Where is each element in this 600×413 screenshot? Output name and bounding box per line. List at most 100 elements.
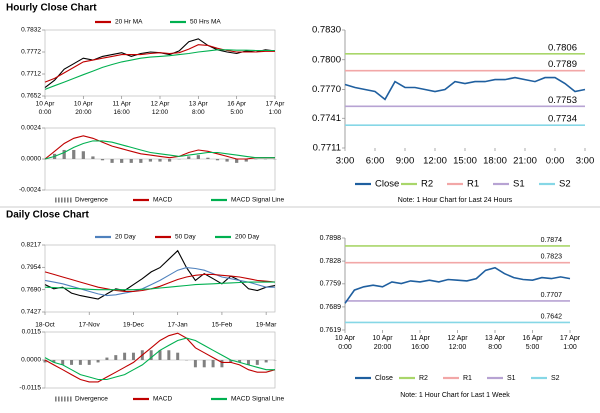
divergence-bar [87, 360, 91, 365]
divergence-bar [114, 355, 118, 360]
level-label: 0.7823 [541, 254, 563, 261]
x-tick-label: 20:00 [75, 109, 92, 116]
x-tick-label: 21:00 [513, 156, 537, 167]
legend-swatch [64, 396, 66, 402]
legend-label: 50 Day [175, 234, 196, 241]
divergence-bar [176, 352, 180, 360]
x-tick-label: 17-Nov [79, 322, 101, 329]
level-label: 0.7753 [548, 95, 577, 106]
divergence-bar [123, 352, 127, 360]
divergence-bar [78, 360, 82, 365]
x-tick-label: 8:00 [488, 344, 502, 351]
divergence-bar [229, 360, 233, 363]
legend-swatch [61, 396, 63, 402]
series-line [44, 49, 275, 90]
legend-swatch [64, 197, 66, 203]
y-tick-label: -0.0024 [19, 187, 41, 194]
divergence-bar [149, 350, 153, 360]
y-tick-label: -0.0115 [19, 385, 41, 392]
x-tick-label: 10 Apr [36, 101, 56, 108]
divergence-bar [244, 159, 248, 162]
x-tick-label: 0:00 [546, 156, 565, 167]
y-tick-label: 0.7689 [320, 304, 342, 311]
x-tick-label: 15-Feb [212, 322, 233, 329]
x-tick-label: 11 Apr [410, 335, 430, 342]
divergence-bar [105, 357, 109, 360]
chart-note: Note: 1 Hour Chart for Last 1 Week [400, 392, 510, 399]
level-label: 0.7707 [541, 292, 563, 299]
series-line [44, 281, 275, 291]
x-tick-label: 12:00 [152, 109, 169, 116]
series-line [44, 140, 275, 160]
x-tick-label: 10 Apr [372, 335, 393, 342]
level-label: 0.7642 [541, 313, 563, 320]
divergence-bar [193, 360, 197, 368]
y-tick-label: 0.7954 [21, 264, 41, 271]
level-label: 0.7734 [548, 114, 577, 125]
legend-label: MACD [153, 396, 172, 403]
divergence-bar [255, 360, 259, 365]
legend-label: Divergence [75, 396, 108, 403]
x-tick-label: 16 Apr [227, 101, 247, 108]
level-label: 0.7874 [541, 237, 563, 244]
legend-label: Close [375, 179, 399, 190]
x-tick-label: 13 Apr [485, 335, 506, 342]
x-tick-label: 19-Mar [256, 322, 277, 329]
y-tick-label: 0.7712 [21, 71, 41, 78]
divergence-bar [72, 149, 76, 159]
series-line [44, 38, 276, 89]
legend-label: Divergence [75, 197, 108, 204]
divergence-bar [120, 159, 124, 163]
y-tick-label: 0.0024 [21, 125, 41, 132]
x-tick-label: 15:00 [453, 156, 477, 167]
y-tick-label: 0.7690 [21, 286, 41, 293]
legend-swatch [61, 197, 63, 203]
x-tick-label: 17 Apr [560, 335, 581, 342]
x-tick-label: 0:00 [338, 344, 352, 351]
x-tick-label: 5:00 [230, 109, 243, 116]
x-tick-label: 6:00 [366, 156, 385, 167]
divergence-bar [61, 360, 65, 365]
x-tick-label: 16:00 [114, 109, 131, 116]
divergence-bar [158, 159, 162, 162]
y-tick-label: 0.7800 [312, 54, 341, 65]
divergence-bar [148, 159, 153, 162]
series-line [44, 267, 275, 297]
divergence-bar [202, 360, 206, 368]
legend-label: R2 [419, 375, 428, 382]
divergence-bar [264, 360, 268, 363]
y-tick-label: 0.7772 [21, 49, 41, 56]
series-line [44, 337, 275, 381]
x-tick-label: 12:00 [449, 344, 467, 351]
legend-label: S1 [513, 179, 525, 190]
divergence-bar [52, 360, 56, 363]
divergence-bar [62, 149, 66, 159]
y-tick-label: 0.7759 [320, 281, 342, 288]
legend-swatch [70, 197, 72, 203]
x-tick-label: 12 Apr [151, 101, 171, 108]
series-line [44, 135, 275, 160]
x-tick-label: 17 Apr [266, 101, 286, 108]
divergence-bar [235, 159, 239, 163]
x-tick-label: 9:00 [396, 156, 415, 167]
legend-label: Close [375, 375, 393, 382]
y-tick-label: 0.7770 [312, 84, 341, 95]
x-tick-label: 20:00 [374, 344, 392, 351]
y-tick-label: 0.7427 [21, 309, 41, 316]
y-tick-label: 0.7828 [320, 258, 342, 265]
x-tick-label: 11 Apr [113, 101, 132, 108]
divergence-bar [187, 156, 191, 159]
legend-swatch [58, 396, 60, 402]
divergence-bar [110, 159, 114, 163]
y-tick-label: 0.7830 [312, 25, 341, 36]
divergence-bar [211, 360, 215, 368]
x-tick-label: 18:00 [483, 156, 507, 167]
series-line [44, 271, 276, 292]
legend-label: 20 Day [115, 234, 136, 241]
series-line [344, 76, 586, 101]
section-title: Hourly Close Chart [6, 3, 97, 14]
x-tick-label: 0:00 [39, 109, 52, 116]
x-tick-label: 8:00 [192, 109, 205, 116]
legend-swatch [55, 396, 57, 402]
y-tick-label: 0.8217 [21, 242, 41, 249]
